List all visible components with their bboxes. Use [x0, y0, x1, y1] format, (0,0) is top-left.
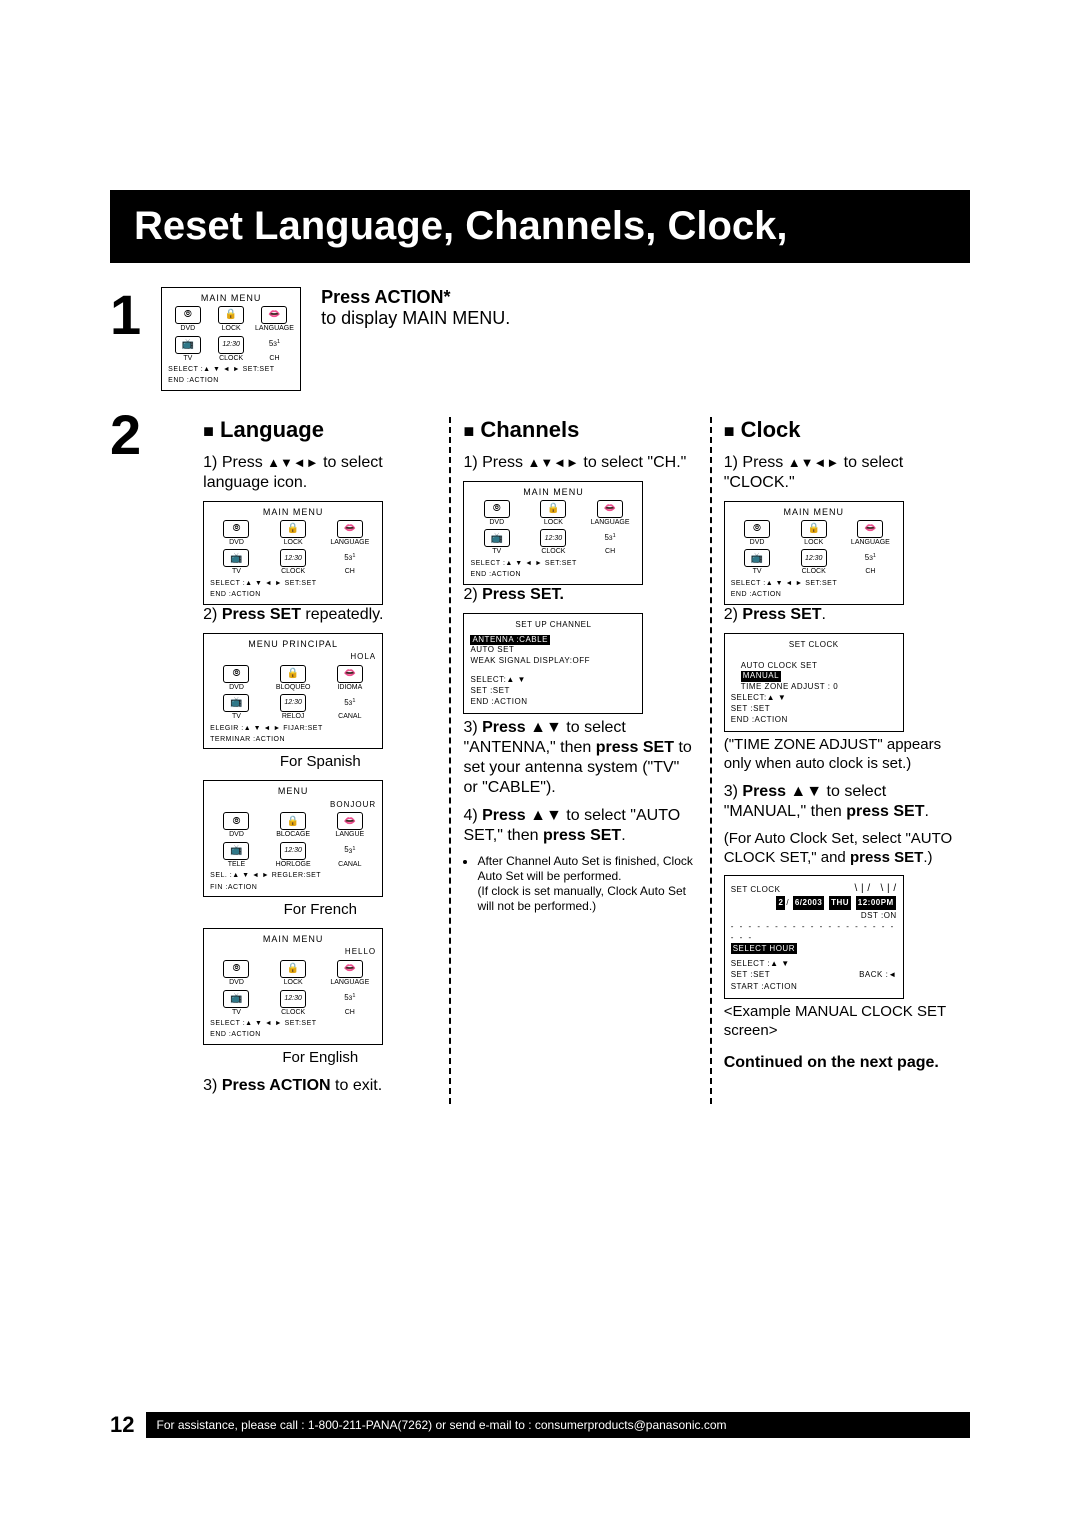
example-label: <Example MANUAL CLOCK SET screen>: [724, 1003, 958, 1041]
french-caption: For French: [203, 901, 437, 918]
channels-note: After Channel Auto Set is finished, Cloc…: [463, 854, 697, 914]
channels-heading: Channels: [480, 417, 579, 442]
spanish-caption: For Spanish: [203, 753, 437, 770]
assistance-footer: For assistance, please call : 1-800-211-…: [146, 1412, 970, 1438]
menu-spanish: MENU PRINCIPAL HOLA ⦾DVD 🔒BLOQUEO 👄IDIOM…: [203, 633, 383, 750]
clock-heading: Clock: [741, 417, 801, 442]
continued-label: Continued on the next page.: [724, 1054, 958, 1072]
step-1-number: 1: [110, 287, 141, 343]
step-1: 1 MAIN MENU ⦾DVD 🔒LOCK 👄LANGUAGE 📺TV 12:…: [110, 287, 970, 391]
channels-step-4: 4) Press ▲▼ to select "AUTO SET," then p…: [463, 806, 697, 846]
main-menu-lang: MAIN MENU ⦾DVD 🔒LOCK 👄LANGUAGE 📺TV 12:30…: [203, 501, 383, 605]
ch-icon: 531: [261, 336, 287, 354]
language-icon: 👄: [261, 306, 287, 324]
channels-step-1: 1) Press ▲▼◄► to select "CH.": [463, 453, 697, 473]
menu-english: MAIN MENU HELLO ⦾DVD 🔒LOCK 👄LANGUAGE 📺TV…: [203, 928, 383, 1045]
channels-step-3: 3) Press ▲▼ to select "ANTENNA," then pr…: [463, 718, 697, 798]
page-number: 12: [110, 1412, 134, 1438]
language-step-1: 1) Press ▲▼◄► to select language icon.: [203, 453, 437, 493]
channels-column: ■Channels 1) Press ▲▼◄► to select "CH." …: [449, 417, 709, 1104]
press-action-label: Press ACTION*: [321, 287, 450, 307]
icon-label: LOCK: [222, 324, 241, 333]
page-footer: 12 For assistance, please call : 1-800-2…: [110, 1412, 970, 1438]
clock-column: ■Clock 1) Press ▲▼◄► to select "CLOCK." …: [710, 417, 970, 1104]
language-step-2: 2) Press SET repeatedly.: [203, 605, 437, 625]
dvd-icon: ⦾: [175, 306, 201, 324]
icon-label: CH: [269, 354, 279, 363]
clock-step-1: 1) Press ▲▼◄► to select "CLOCK.": [724, 453, 958, 493]
clock-step-3: 3) Press ▲▼ to select "MANUAL," then pre…: [724, 782, 958, 822]
lock-icon: 🔒: [218, 306, 244, 324]
main-menu-screenshot: MAIN MENU ⦾DVD 🔒LOCK 👄LANGUAGE 📺TV 12:30…: [161, 287, 301, 391]
step-1-desc: to display MAIN MENU.: [321, 308, 510, 328]
icon-label: TV: [183, 354, 192, 363]
menu-icon-grid: ⦾DVD 🔒LOCK 👄LANGUAGE 📺TV 12:30CLOCK 531C…: [168, 306, 294, 363]
step-2-number: 2: [110, 407, 141, 463]
setup-channel-screen: SET UP CHANNEL ANTENNA :CABLE AUTO SET W…: [463, 613, 643, 715]
language-column: ■Language 1) Press ▲▼◄► to select langua…: [191, 417, 449, 1104]
set-clock-screen: SET CLOCK AUTO CLOCK SET MANUAL TIME ZON…: [724, 633, 904, 733]
tv-icon: 📺: [175, 336, 201, 354]
icon-label: DVD: [180, 324, 195, 333]
language-heading: Language: [220, 417, 324, 442]
icon-label: CLOCK: [219, 354, 243, 363]
menu-title: MAIN MENU: [168, 292, 294, 304]
language-step-3: 3) Press ACTION to exit.: [203, 1076, 437, 1096]
auto-clock-note: (For Auto Clock Set, select "AUTO CLOCK …: [724, 830, 958, 868]
menu-french: MENU BONJOUR ⦾DVD 🔒BLOCAGE 👄LANGUE 📺TELE…: [203, 780, 383, 897]
step-1-instruction: Press ACTION* to display MAIN MENU.: [321, 287, 510, 329]
clock-step-2: 2) Press SET.: [724, 605, 958, 625]
channels-step-2: 2) Press SET.: [463, 585, 697, 605]
tz-note: ("TIME ZONE ADJUST" appears only when au…: [724, 736, 958, 774]
manual-clock-screen: SET CLOCK \ | / \ | / 2/ 6/2003 THU 12:0…: [724, 875, 904, 999]
icon-label: LANGUAGE: [255, 324, 294, 333]
menu-footer: END :ACTION: [168, 376, 294, 385]
main-menu-ch: MAIN MENU ⦾DVD 🔒LOCK 👄LANGUAGE 📺TV 12:30…: [463, 481, 643, 585]
english-caption: For English: [203, 1049, 437, 1066]
clock-icon: 12:30: [218, 336, 244, 354]
menu-footer: SELECT :▲ ▼ ◄ ► SET:SET: [168, 365, 294, 374]
main-menu-clock: MAIN MENU ⦾DVD 🔒LOCK 👄LANGUAGE 📺TV 12:30…: [724, 501, 904, 605]
page-title: Reset Language, Channels, Clock,: [110, 190, 970, 263]
